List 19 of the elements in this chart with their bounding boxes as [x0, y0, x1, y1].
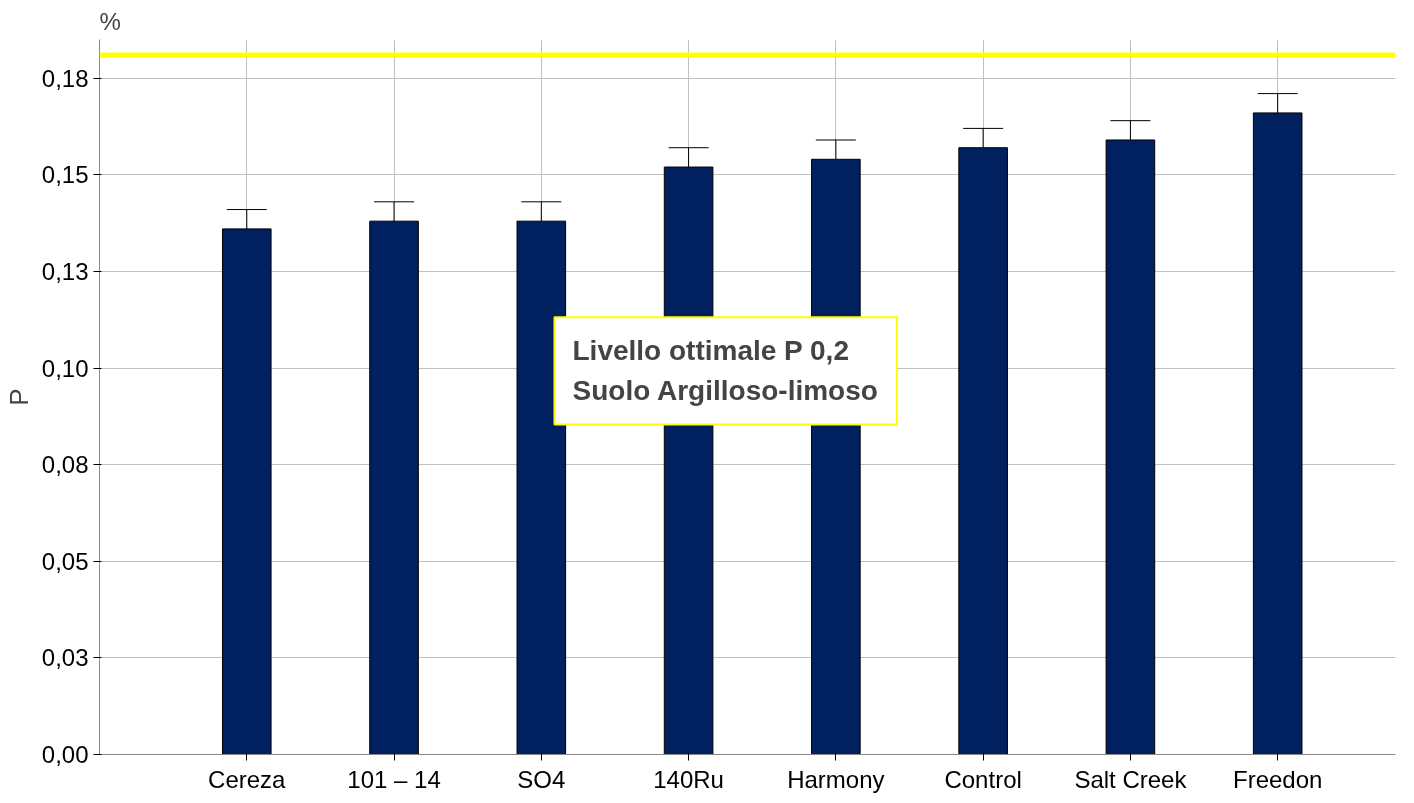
x-tick-label: Control	[944, 765, 1022, 793]
y-tick-label: 0,13	[41, 257, 89, 285]
y-tick-label: 0,00	[41, 741, 89, 768]
y-axis-title: P	[3, 388, 34, 406]
y-tick-label: 0,15	[41, 161, 89, 189]
y-tick-label: 0,03	[41, 644, 89, 672]
x-tick-label: 140Ru	[653, 765, 724, 793]
x-tick-label: 101 – 14	[347, 765, 441, 793]
x-tick-label: SO4	[517, 765, 566, 793]
y-tick-label: 0,10	[41, 354, 89, 382]
y-tick-label: 0,05	[41, 547, 89, 575]
x-tick-label: Cereza	[208, 765, 287, 793]
y-tick-label: 0,18	[41, 64, 89, 92]
x-tick-label: Salt Creek	[1074, 765, 1188, 793]
chart-title: %	[99, 7, 121, 35]
x-tick-label: Harmony	[787, 765, 885, 793]
x-tick-label: Freedon	[1232, 765, 1323, 793]
annotation: Livello ottimale P 0,2 Suolo Argilloso-limoso	[572, 335, 878, 407]
y-tick-label: 0,08	[41, 451, 89, 479]
